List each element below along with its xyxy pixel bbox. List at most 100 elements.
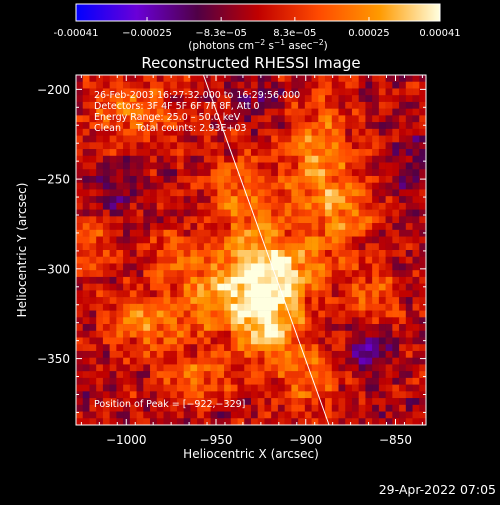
heatmap-cell — [392, 236, 400, 244]
heatmap-cell — [203, 276, 211, 284]
heatmap-cell — [351, 169, 359, 177]
heatmap-cell — [203, 364, 211, 372]
heatmap-cell — [392, 398, 400, 406]
heatmap-cell — [224, 81, 232, 89]
heatmap-cell — [176, 216, 184, 224]
heatmap-cell — [96, 324, 104, 332]
heatmap-cell — [351, 175, 359, 183]
heatmap-cell — [284, 149, 292, 157]
heatmap-cell — [190, 122, 198, 130]
heatmap-cell — [176, 88, 184, 96]
heatmap-cell — [96, 196, 104, 204]
heatmap-cell — [203, 391, 211, 399]
heatmap-cell — [76, 182, 84, 190]
heatmap-cell — [217, 202, 225, 210]
annotation-clean-counts: Clean Total counts: 2.93E+03 — [94, 123, 246, 134]
heatmap-cell — [210, 108, 218, 116]
heatmap-cell — [345, 202, 353, 210]
heatmap-cell — [156, 256, 164, 264]
heatmap-cell — [325, 115, 333, 123]
heatmap-cell — [311, 398, 319, 406]
heatmap-cell — [264, 297, 272, 305]
heatmap-cell — [170, 88, 178, 96]
heatmap-cell — [143, 175, 151, 183]
x-axis-label: Heliocentric X (arcsec) — [183, 447, 319, 461]
heatmap-cell — [345, 88, 353, 96]
heatmap-cell — [183, 256, 191, 264]
heatmap-cell — [150, 350, 158, 358]
heatmap-cell — [419, 135, 426, 143]
heatmap-cell — [338, 142, 346, 150]
heatmap-cell — [116, 398, 124, 406]
heatmap-cell — [143, 189, 151, 197]
heatmap-cell — [116, 209, 124, 217]
heatmap-cell — [358, 276, 366, 284]
heatmap-cell — [102, 236, 110, 244]
heatmap-cell — [338, 236, 346, 244]
heatmap-cell — [156, 364, 164, 372]
heatmap-cell — [372, 250, 380, 258]
heatmap-cell — [284, 196, 292, 204]
heatmap-cell — [156, 155, 164, 163]
heatmap-cell — [365, 330, 373, 338]
heatmap-cell — [136, 202, 144, 210]
heatmap-cell — [203, 290, 211, 298]
heatmap-cell — [244, 290, 252, 298]
heatmap-cell — [251, 250, 259, 258]
heatmap-cell — [392, 209, 400, 217]
heatmap-cell — [163, 81, 171, 89]
heatmap-cell — [338, 411, 346, 419]
heatmap-cell — [251, 196, 259, 204]
heatmap-cell — [76, 290, 84, 298]
heatmap-cell — [264, 88, 272, 96]
heatmap-cell — [365, 270, 373, 278]
heatmap-cell — [399, 250, 407, 258]
heatmap-cell — [96, 357, 104, 365]
heatmap-cell — [197, 263, 205, 271]
heatmap-cell — [257, 101, 265, 109]
heatmap-cell — [244, 122, 252, 130]
heatmap-cell — [277, 357, 285, 365]
heatmap-cell — [399, 350, 407, 358]
heatmap-cell — [311, 411, 319, 419]
heatmap-cell — [358, 155, 366, 163]
heatmap-cell — [203, 384, 211, 392]
heatmap-cell — [102, 223, 110, 231]
heatmap-cell — [351, 236, 359, 244]
heatmap-cell — [76, 350, 84, 358]
heatmap-cell — [345, 357, 353, 365]
heatmap-cell — [325, 357, 333, 365]
heatmap-cell — [325, 162, 333, 170]
heatmap-cell — [331, 350, 339, 358]
heatmap-cell — [392, 357, 400, 365]
heatmap-cell — [190, 398, 198, 406]
heatmap-cell — [277, 330, 285, 338]
heatmap-cell — [163, 391, 171, 399]
heatmap-cell — [170, 75, 178, 83]
heatmap-cell — [150, 263, 158, 271]
heatmap-cell — [365, 297, 373, 305]
heatmap-cell — [89, 418, 97, 425]
heatmap-cell — [224, 317, 232, 325]
heatmap-cell — [102, 303, 110, 311]
heatmap-cell — [304, 297, 312, 305]
heatmap-cell — [412, 310, 420, 318]
heatmap-cell — [176, 290, 184, 298]
heatmap-cell — [412, 149, 420, 157]
heatmap-cell — [230, 189, 238, 197]
heatmap-cell — [284, 216, 292, 224]
heatmap-cell — [304, 411, 312, 419]
heatmap-cell — [237, 243, 245, 251]
heatmap-cell — [405, 175, 413, 183]
heatmap-cell — [136, 256, 144, 264]
heatmap-cell — [412, 324, 420, 332]
heatmap-cell — [170, 330, 178, 338]
heatmap-cell — [412, 216, 420, 224]
heatmap-cell — [76, 95, 84, 103]
heatmap-cell — [190, 310, 198, 318]
heatmap-cell — [325, 189, 333, 197]
heatmap-cell — [378, 283, 386, 291]
heatmap-cell — [129, 317, 137, 325]
heatmap-cell — [143, 384, 151, 392]
heatmap-cell — [372, 223, 380, 231]
